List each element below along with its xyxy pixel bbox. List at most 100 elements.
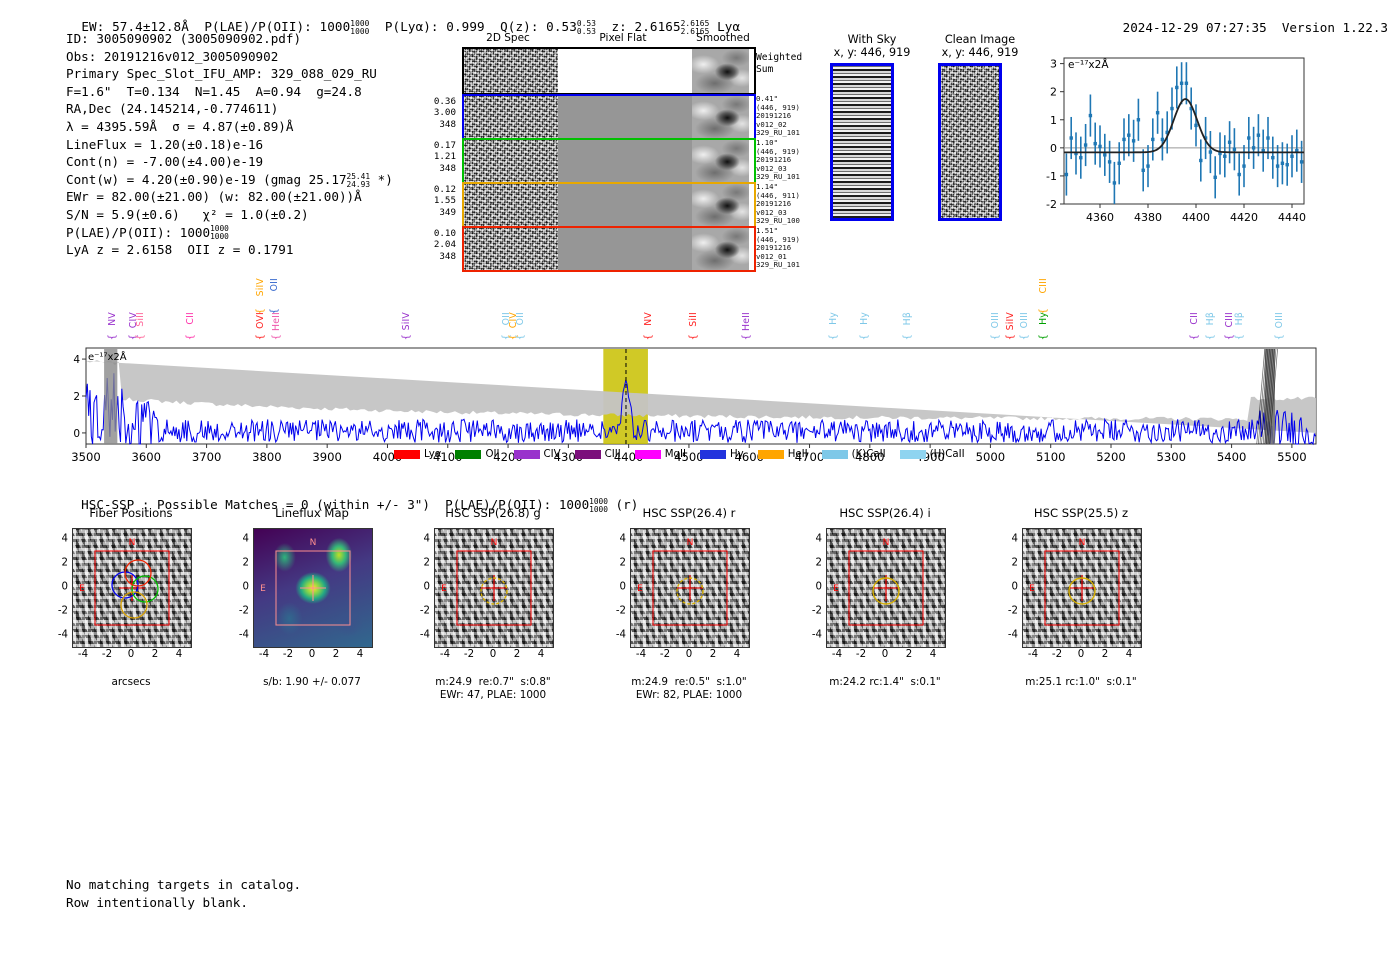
cutout-title: HSC SSP(26.8) g	[445, 506, 541, 520]
cutout-title: Lineflux Map	[275, 506, 349, 520]
cutout-xtick: -4	[439, 649, 451, 660]
cutout-xtick: -2	[1051, 649, 1063, 660]
spectrum-xtick: 4100	[432, 450, 463, 464]
cutout-ytick: 2	[423, 557, 430, 569]
footer-note: No matching targets in catalog. Row inte…	[66, 876, 301, 912]
spectrum-line-label: Hβ	[1233, 312, 1245, 326]
cutout-xtick: 0	[127, 649, 135, 660]
spectrum-line-label: SiIV	[400, 312, 412, 331]
cutout-xtick: 2	[151, 649, 159, 660]
cutout-xtick: -2	[282, 649, 294, 660]
info-continuum-narrow: Cont(n) = -7.00(±4.00)e-19	[66, 154, 264, 170]
cutout-title: HSC SSP(25.5) z	[1033, 506, 1129, 520]
cutout-ytick: -4	[811, 629, 822, 641]
spec2d-row-1-stats: 0.36 3.00 348	[433, 96, 456, 130]
col-title-2dspec: 2D Spec	[486, 32, 530, 44]
spectrum-line-label: SiII	[134, 312, 146, 327]
legend-label: Hy	[730, 449, 744, 460]
clean-image-pixels	[938, 63, 1002, 221]
spec2d-row-3	[462, 182, 756, 228]
cutout-ytick: -4	[1007, 629, 1018, 641]
cutout-xtick: 0	[685, 649, 693, 660]
cutout-xtick: -2	[101, 649, 113, 660]
cutout-xtick: 2	[332, 649, 340, 660]
cutout-ytick: -4	[615, 629, 626, 641]
spectrum-line-label: CIII	[1038, 278, 1050, 294]
spectrum-line-bracket: {	[1189, 334, 1201, 341]
spectrum-line-bracket: {	[400, 334, 412, 341]
cutout-caption: m:24.9 re:0.5" s:1.0"	[631, 676, 747, 688]
spectrum-xtick: 3800	[252, 450, 282, 464]
cutout-xtick: 4	[733, 649, 741, 660]
legend-label: OII	[485, 449, 500, 460]
legend-item: (K)CaII	[821, 449, 886, 460]
spectrum-line-label: NV	[106, 312, 118, 326]
spectrum-line-label: Hy	[859, 312, 871, 325]
svg-text:4360: 4360	[1086, 211, 1114, 224]
spec2d-row-4-stats: 0.10 2.04 348	[433, 228, 456, 262]
legend-label: (K)CaII	[851, 449, 886, 460]
cutout-xtick: 2	[1101, 649, 1109, 660]
cutout-ytick: 2	[1011, 557, 1018, 569]
legend-swatch	[513, 450, 540, 459]
spectrum-line-label: HeII	[270, 312, 282, 331]
cutout-ytick: -4	[57, 629, 68, 641]
hsc-ssp-header: HSC-SSP : Possible Matches = 0 (within +…	[66, 482, 638, 513]
info-lineflux: LineFlux = 1.20(±0.18)e-16	[66, 136, 264, 152]
cutout-xtick: 4	[175, 649, 183, 660]
cutout-caption: s/b: 1.90 +/- 0.077	[263, 676, 361, 688]
svg-text:-1: -1	[1046, 170, 1057, 183]
cutout-xtick: 4	[1125, 649, 1133, 660]
cutout-xtick: 0	[1077, 649, 1085, 660]
spectrum-line-bracket: {	[1233, 334, 1245, 341]
spectrum-xtick: 3700	[191, 450, 222, 464]
spectrum-xtick: 5100	[1035, 450, 1066, 464]
legend-swatch	[394, 450, 420, 459]
spectrum-line-bracket: {	[134, 334, 146, 341]
legend-label: Lyα	[424, 449, 442, 460]
spectrum-line-label: SiIV	[1004, 312, 1016, 331]
cutout-ytick: -2	[615, 605, 626, 617]
svg-text:4420: 4420	[1230, 211, 1258, 224]
svg-text:2: 2	[73, 391, 80, 403]
legend-item: MgII	[634, 449, 686, 460]
legend-item: Lyα	[394, 449, 441, 460]
info-continuum-wide: Cont(w) = 4.20(±0.90)e-19 (gmag 25.1725.…	[66, 171, 393, 189]
info-obs: Obs: 20191216v012_3005090902	[66, 48, 279, 64]
col-title-pixelflat: Pixel Flat	[599, 32, 647, 44]
svg-text:e⁻¹⁷x2Å: e⁻¹⁷x2Å	[88, 350, 127, 363]
legend-swatch	[821, 450, 848, 459]
spectrum-line-label: OVI	[254, 312, 266, 329]
spectrum-line-bracket: {	[688, 334, 700, 341]
header-summary-line: EW: 57.4±12.8Å P(LAE)/P(OII): 10001000 10…	[66, 4, 740, 35]
cutout-caption: arcsecs	[111, 676, 151, 688]
svg-text:4440: 4440	[1278, 211, 1306, 224]
svg-text:4: 4	[73, 354, 80, 366]
svg-text:0: 0	[73, 428, 80, 440]
header-plae-label: P(LAE)/P(OII): 1000	[204, 19, 351, 34]
header-qz: Q(z): 0.53	[500, 19, 577, 34]
spectrum-line-bracket: {	[254, 334, 266, 341]
spectrum-xtick: 5200	[1096, 450, 1126, 464]
cutout-xtick: 4	[537, 649, 545, 660]
cutout-title: HSC SSP(26.4) i	[839, 506, 931, 520]
cutout-xtick: 0	[881, 649, 889, 660]
cutout-ytick: -2	[811, 605, 822, 617]
footer-line-1: No matching targets in catalog.	[66, 877, 302, 892]
spectrum-line-bracket: {	[1205, 334, 1217, 341]
spectrum-line-label: Hy	[1038, 312, 1050, 325]
legend-item: CIII	[574, 449, 621, 460]
legend-label: HeII	[787, 449, 808, 460]
spectrum-xtick: 4800	[855, 450, 885, 464]
svg-text:e⁻¹⁷x2Å: e⁻¹⁷x2Å	[1068, 58, 1109, 71]
spectrum-line-bracket: {	[642, 334, 654, 341]
cutout-xtick: 2	[513, 649, 521, 660]
svg-text:N: N	[883, 538, 890, 548]
cutout-title: HSC SSP(26.4) r	[642, 506, 736, 520]
cutout-xtick: -2	[659, 649, 671, 660]
cutout-ytick: 2	[815, 557, 822, 569]
spec2d-summary-row	[462, 47, 756, 95]
cutout-ytick: 0	[1011, 581, 1018, 593]
legend-label: (H)CaII	[929, 449, 965, 460]
